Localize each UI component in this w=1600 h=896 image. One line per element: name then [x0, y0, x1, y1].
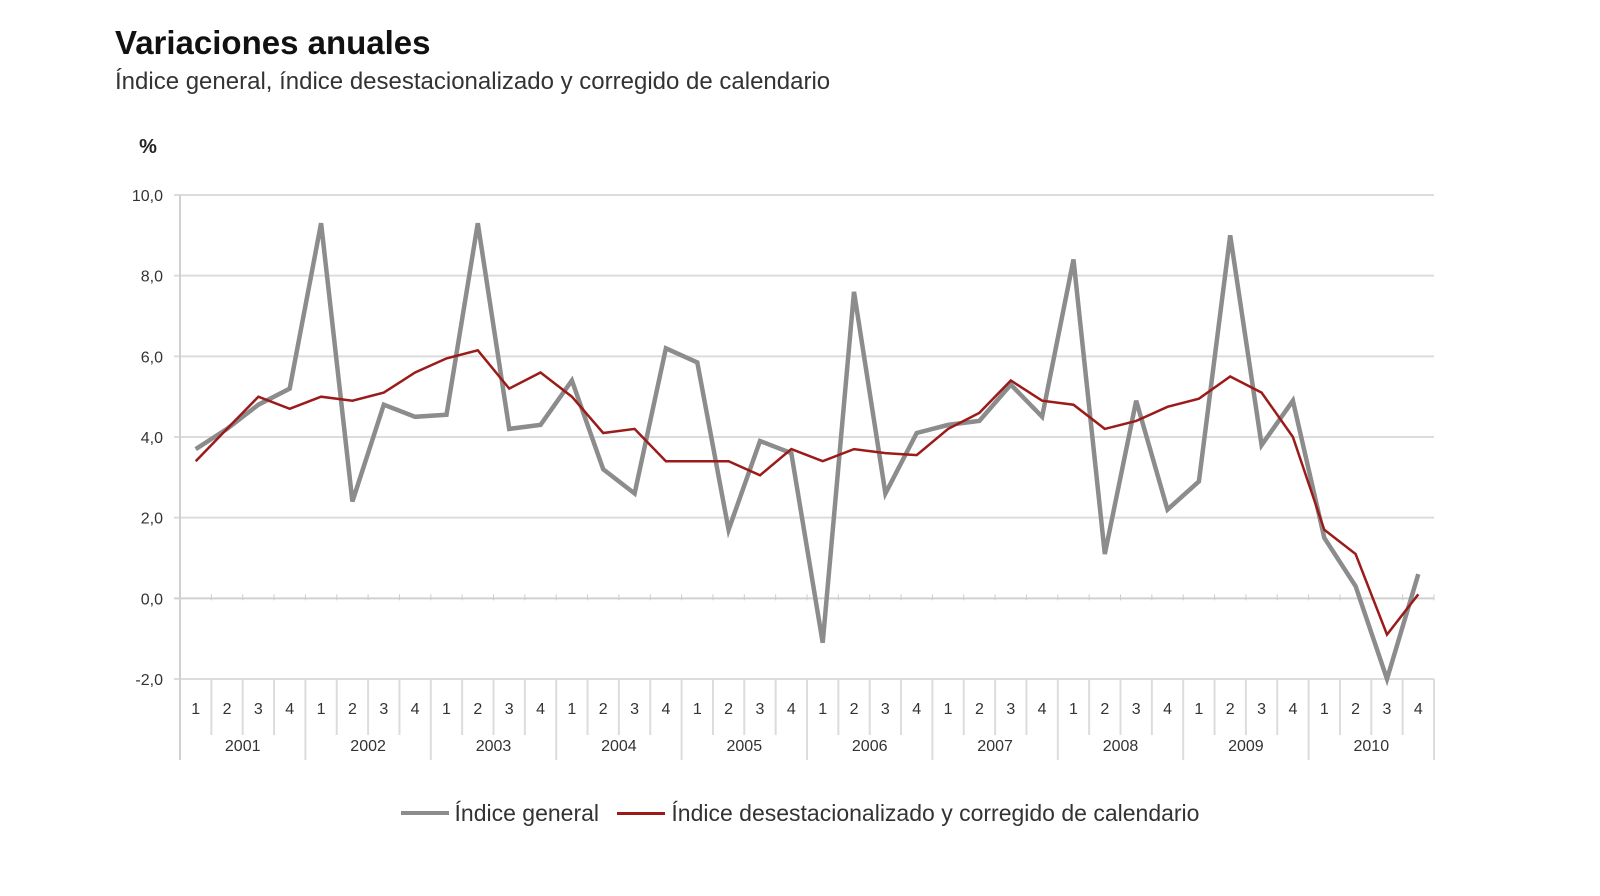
y-tick-label: 10,0	[132, 188, 163, 205]
x-tick-year: 2001	[225, 738, 261, 755]
x-tick-quarter: 4	[536, 701, 545, 718]
legend-label-general: Índice general	[454, 799, 600, 826]
y-tick-label: 2,0	[141, 511, 163, 528]
x-tick-quarter: 2	[223, 701, 232, 718]
y-axis-label: %	[139, 136, 157, 158]
x-tick-quarter: 3	[1383, 701, 1392, 718]
x-tick-quarter: 1	[818, 701, 827, 718]
x-tick-quarter: 1	[1069, 701, 1078, 718]
x-tick-quarter: 3	[881, 701, 890, 718]
x-tick-quarter: 4	[1414, 701, 1423, 718]
x-tick-quarter: 1	[1194, 701, 1203, 718]
x-tick-quarter: 2	[1226, 701, 1235, 718]
x-tick-quarter: 1	[442, 701, 451, 718]
x-tick-year: 2008	[1103, 738, 1139, 755]
x-tick-quarter: 2	[850, 701, 859, 718]
y-tick-label: 4,0	[141, 430, 163, 447]
x-tick-quarter: 4	[912, 701, 921, 718]
chart-title: Variaciones anuales	[115, 24, 431, 61]
line-chart: % 10,0 8,0 6,0 4,0 2,0 0,0 -2,0 1 2 3 4 2001 1 2 3 4 20…	[132, 136, 1435, 760]
x-tick-quarter: 1	[191, 701, 200, 718]
x-tick-year: 2004	[601, 738, 637, 755]
legend: Índice general Índice desestacionalizado…	[0, 794, 1600, 827]
x-tick-quarter: 3	[630, 701, 639, 718]
x-tick-quarter: 4	[1038, 701, 1047, 718]
x-tick-quarter: 3	[379, 701, 388, 718]
x-tick-quarter: 3	[1257, 701, 1266, 718]
x-tick-quarter: 3	[1132, 701, 1141, 718]
legend-item-adjusted: Índice desestacionalizado y corregido de…	[617, 800, 1199, 827]
legend-swatch-general	[400, 811, 449, 815]
y-tick-label: -2,0	[135, 672, 163, 689]
x-tick-quarter: 4	[1163, 701, 1172, 718]
x-tick-quarter: 2	[724, 701, 733, 718]
x-tick-year: 2003	[476, 738, 512, 755]
x-tick-quarter: 2	[975, 701, 984, 718]
x-tick-quarter: 2	[1351, 701, 1360, 718]
x-tick-quarter: 1	[1320, 701, 1329, 718]
x-tick-quarter: 4	[285, 701, 294, 718]
x-tick-quarter: 4	[1288, 701, 1297, 718]
x-tick-quarter: 3	[1006, 701, 1015, 718]
x-tick-quarter: 1	[317, 701, 326, 718]
x-tick-quarter: 4	[787, 701, 796, 718]
x-tick-year: 2006	[852, 738, 888, 755]
y-tick-label: 8,0	[141, 269, 163, 286]
series-line-adjusted	[194, 348, 1420, 638]
x-tick-quarter: 2	[348, 701, 357, 718]
x-tick-quarter: 1	[693, 701, 702, 718]
legend-swatch-adjusted	[617, 812, 666, 815]
legend-item-general: Índice general	[400, 799, 600, 827]
x-tick-year: 2005	[727, 738, 763, 755]
x-tick-quarter: 2	[599, 701, 608, 718]
series-line-general	[194, 222, 1421, 687]
x-tick-quarter: 1	[567, 701, 576, 718]
x-tick-quarter: 3	[505, 701, 514, 718]
x-tick-year: 2009	[1228, 738, 1264, 755]
x-tick-year: 2007	[977, 738, 1013, 755]
x-tick-quarter: 1	[944, 701, 953, 718]
chart-subtitle: Índice general, índice desestacionalizad…	[115, 68, 831, 95]
x-tick-quarter: 4	[661, 701, 670, 718]
x-tick-quarter: 4	[411, 701, 420, 718]
y-tick-label: 0,0	[141, 591, 163, 608]
x-tick-quarter: 2	[473, 701, 482, 718]
x-tick-quarter: 2	[1100, 701, 1109, 718]
x-tick-year: 2002	[350, 738, 386, 755]
x-tick-quarter: 3	[254, 701, 263, 718]
legend-label-adjusted: Índice desestacionalizado y corregido de…	[671, 800, 1200, 826]
x-tick-year: 2010	[1354, 738, 1390, 755]
x-tick-quarter: 3	[756, 701, 765, 718]
y-tick-label: 6,0	[141, 349, 163, 366]
